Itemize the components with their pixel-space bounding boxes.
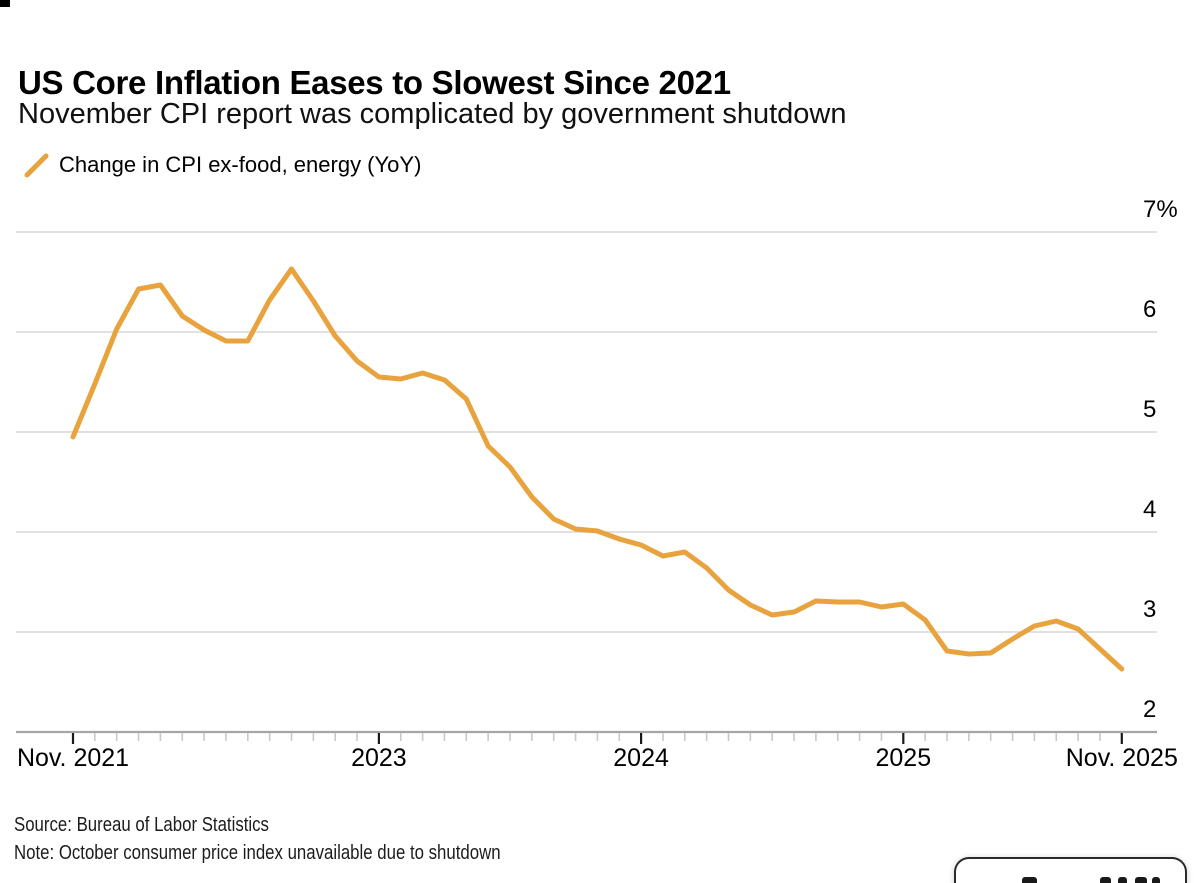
x-axis-label: Nov. 2025 — [1065, 744, 1178, 772]
clipped-glyph — [1135, 877, 1147, 883]
y-axis-label: 7% — [1143, 196, 1178, 223]
page-subtitle: November CPI report was complicated by g… — [18, 98, 847, 130]
y-axis-label: 6 — [1143, 296, 1157, 323]
legend-slash-icon — [24, 153, 49, 178]
legend-label: Change in CPI ex-food, energy (YoY) — [59, 152, 422, 177]
note-line: Note: October consumer price index unava… — [14, 842, 501, 864]
clipped-glyph — [1100, 877, 1111, 883]
x-axis-label: 2025 — [875, 744, 932, 772]
x-axis-label: Nov. 2021 — [16, 744, 130, 772]
corner-artifact — [0, 0, 10, 7]
clipped-button[interactable] — [954, 857, 1187, 883]
y-axis-label: 3 — [1143, 596, 1157, 623]
legend: Change in CPI ex-food, energy (YoY) — [24, 151, 421, 179]
cpi-line — [70, 266, 1125, 672]
source-line: Source: Bureau of Labor Statistics — [14, 814, 269, 836]
page-title: US Core Inflation Eases to Slowest Since… — [18, 64, 731, 102]
y-axis-label: 4 — [1143, 496, 1157, 523]
y-axis-label: 5 — [1143, 396, 1157, 423]
x-axis-label: 2024 — [613, 744, 669, 772]
clipped-glyph — [1152, 877, 1160, 883]
clipped-glyph — [1118, 877, 1127, 883]
y-axis-label: 2 — [1143, 696, 1157, 723]
x-axis-label: 2023 — [351, 744, 407, 772]
clipped-glyph — [1022, 877, 1037, 883]
